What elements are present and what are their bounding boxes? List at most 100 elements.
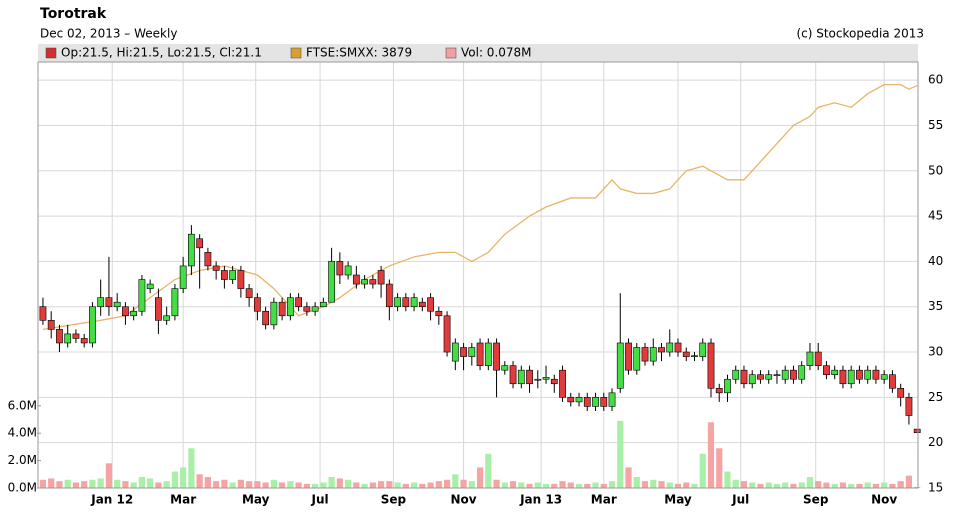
candle-body	[790, 369, 797, 380]
candle-body	[484, 342, 492, 366]
volume-bar	[757, 483, 764, 488]
candle-body	[691, 355, 698, 357]
volume-bar	[856, 483, 863, 488]
volume-bar	[443, 479, 451, 488]
x-tick-label: Jul	[310, 493, 328, 507]
candle-body	[286, 297, 294, 317]
volume-bar	[790, 483, 797, 488]
candle-body	[105, 297, 113, 308]
candle-body	[707, 342, 715, 389]
candle-body	[517, 369, 525, 385]
volume-bar	[509, 481, 517, 488]
volume-bar	[658, 481, 665, 488]
volume-bar	[773, 483, 781, 488]
candle-body	[616, 342, 624, 389]
volume-bar	[81, 481, 88, 488]
x-tick-label: Nov	[451, 493, 477, 507]
candle-body	[47, 320, 55, 330]
candle-body	[889, 374, 896, 389]
volume-bar	[592, 482, 599, 488]
volume-bar	[204, 477, 211, 488]
candle-body	[715, 387, 723, 394]
candle-body	[435, 310, 443, 317]
candle-body	[303, 306, 311, 312]
candle-body	[468, 347, 476, 357]
legend-swatch	[290, 47, 302, 59]
volume-bar	[608, 481, 616, 488]
volume-bar	[303, 483, 310, 488]
candle-body	[682, 351, 690, 357]
candle-body	[89, 306, 96, 344]
volume-bar	[320, 482, 327, 488]
volume-bar	[147, 478, 154, 488]
volume-bar	[345, 479, 352, 488]
candle-body	[814, 351, 822, 366]
candle-body	[823, 365, 830, 376]
x-tick-label: Nov	[871, 493, 897, 507]
x-tick-label: Jul	[731, 493, 749, 507]
legend-label: Vol: 0.078M	[461, 46, 532, 60]
volume-bar	[221, 479, 228, 488]
candle-body	[253, 297, 261, 312]
volume-bar	[881, 482, 888, 488]
volume-bar	[262, 482, 269, 488]
x-tick-label: Mar	[591, 493, 617, 507]
candle-body	[39, 306, 47, 321]
volume-bar	[246, 481, 253, 488]
candle-body	[229, 270, 237, 280]
candle-body	[575, 397, 583, 403]
volume-bar	[864, 482, 871, 488]
y-tick-label: 25	[928, 390, 943, 404]
candle-body	[245, 288, 253, 298]
candle-body	[542, 377, 550, 380]
volume-bar	[699, 453, 706, 488]
x-tick-label: Sep	[381, 493, 407, 507]
candle-body	[534, 378, 542, 381]
candle-body	[402, 297, 410, 308]
legend-swatch	[45, 47, 57, 59]
candle-body	[146, 283, 154, 289]
volume-bar	[732, 479, 739, 488]
candle-body	[122, 306, 129, 317]
candle-body	[699, 342, 707, 357]
volume-bar	[823, 482, 830, 488]
candle-body	[113, 301, 121, 308]
volume-bar	[872, 483, 880, 488]
chart-subtitle: Dec 02, 2013 – Weekly	[40, 27, 177, 41]
volume-bar	[48, 478, 55, 488]
volume-bar	[213, 481, 220, 488]
candle-body	[649, 347, 657, 362]
volume-bar	[369, 482, 376, 488]
y2-tick-label: 6.0M	[8, 398, 37, 412]
x-tick-label: Mar	[170, 493, 196, 507]
y2-tick-label: 2.0M	[8, 453, 37, 467]
volume-bar	[114, 479, 121, 488]
candle-body	[608, 392, 616, 407]
volume-bar	[905, 475, 913, 488]
candle-body	[674, 342, 682, 353]
volume-bar	[163, 481, 170, 488]
volume-bar	[501, 482, 508, 488]
candle-body	[171, 288, 179, 317]
y-tick-label: 60	[928, 73, 943, 87]
volume-bar	[312, 483, 319, 488]
candle-body	[97, 297, 105, 308]
candle-body	[278, 301, 286, 317]
volume-bar	[889, 483, 896, 488]
candle-body	[798, 365, 806, 380]
volume-bar	[452, 474, 459, 488]
candle-body	[666, 342, 674, 353]
candle-body	[526, 369, 533, 385]
candle-body	[196, 238, 204, 249]
volume-bar	[155, 482, 162, 488]
candle-body	[748, 374, 756, 385]
candle-body	[493, 342, 500, 371]
volume-bar	[749, 482, 756, 488]
volume-bar	[617, 420, 624, 488]
volume-bar	[798, 482, 805, 488]
credit: (c) Stockopedia 2013	[796, 27, 924, 41]
candle-body	[509, 365, 517, 385]
volume-bar	[641, 481, 649, 488]
volume-bar	[724, 471, 731, 488]
candle-body	[781, 369, 789, 380]
